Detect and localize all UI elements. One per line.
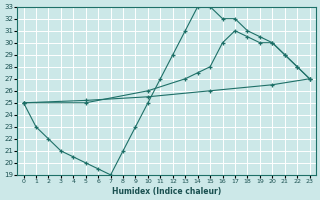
- X-axis label: Humidex (Indice chaleur): Humidex (Indice chaleur): [112, 187, 221, 196]
